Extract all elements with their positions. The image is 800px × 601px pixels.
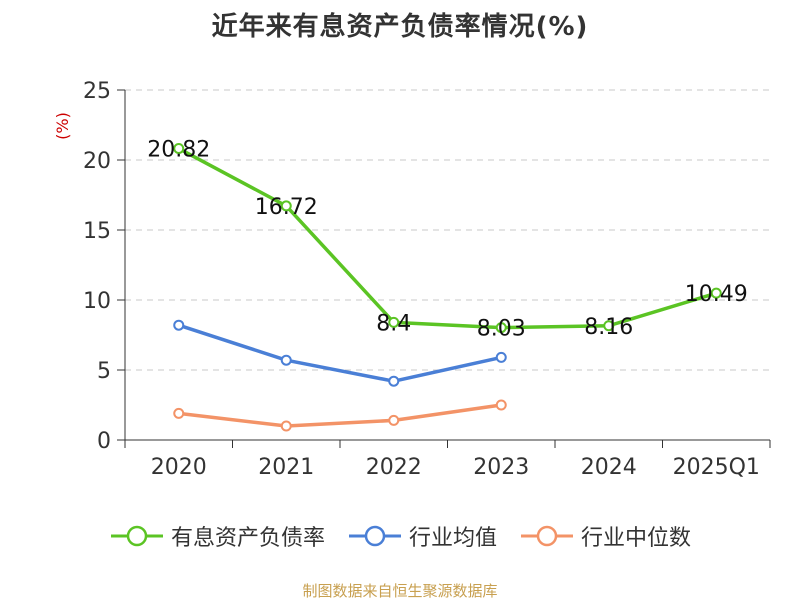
data-point bbox=[495, 399, 507, 411]
legend-item[interactable]: 有息资产负债率 bbox=[109, 520, 325, 552]
x-tick-label: 2025Q1 bbox=[673, 455, 760, 480]
legend-item[interactable]: 行业中位数 bbox=[519, 520, 691, 552]
data-point bbox=[388, 375, 400, 387]
chart-title: 近年来有息资产负债率情况(%) bbox=[211, 12, 589, 42]
y-tick-label: 5 bbox=[97, 359, 111, 384]
series-line bbox=[177, 146, 718, 330]
data-point bbox=[280, 200, 292, 212]
legend-label: 有息资产负债率 bbox=[170, 526, 325, 551]
x-tick-label: 2022 bbox=[366, 455, 422, 480]
grid-layer bbox=[125, 89, 770, 371]
data-label: 8.4 bbox=[376, 311, 411, 336]
x-tick-label: 2024 bbox=[581, 455, 637, 480]
data-point bbox=[388, 414, 400, 426]
series-line bbox=[177, 403, 503, 428]
series-layer bbox=[173, 143, 722, 432]
y-axis-label: (%) bbox=[53, 112, 72, 140]
legend-swatch bbox=[348, 525, 401, 547]
axis-layer: 0 5 10 15 20 25 2020 2021 2022 2023 2024 2025Q1 (%) bbox=[53, 79, 771, 480]
y-tick-label: 10 bbox=[83, 289, 111, 314]
data-label: 16.72 bbox=[255, 195, 318, 220]
data-point bbox=[603, 320, 615, 332]
data-label: 10.49 bbox=[685, 282, 748, 307]
x-tick-label: 2023 bbox=[473, 455, 529, 480]
legend-label: 行业均值 bbox=[408, 526, 497, 551]
y-tick-label: 15 bbox=[83, 219, 111, 244]
x-tick-label: 2020 bbox=[151, 455, 207, 480]
y-tick-label: 0 bbox=[97, 429, 111, 454]
data-point bbox=[173, 319, 185, 331]
data-point bbox=[173, 407, 185, 419]
data-point bbox=[495, 351, 507, 363]
y-tick-label: 20 bbox=[83, 149, 111, 174]
legend-item[interactable]: 行业均值 bbox=[347, 520, 497, 552]
data-label: 8.03 bbox=[477, 317, 526, 342]
series-line bbox=[177, 323, 503, 383]
legend-swatch bbox=[521, 525, 573, 547]
x-tick-label: 2021 bbox=[258, 455, 314, 480]
source-note: 制图数据来自恒生聚源数据库 bbox=[302, 582, 498, 600]
data-point bbox=[173, 143, 185, 155]
data-label: 8.16 bbox=[584, 315, 633, 340]
label-layer: 20.82 16.72 8.4 8.03 8.16 10.49 bbox=[147, 138, 747, 342]
data-point bbox=[495, 322, 507, 334]
data-point bbox=[280, 420, 292, 432]
y-tick-label: 25 bbox=[83, 79, 111, 104]
legend-swatch bbox=[110, 525, 163, 547]
legend-swatch-marker bbox=[536, 525, 558, 547]
legend: 有息资产负债率 行业均值 行业中位数 bbox=[0, 520, 800, 552]
legend-swatch-marker bbox=[126, 525, 148, 547]
data-point bbox=[710, 287, 722, 299]
data-point bbox=[280, 354, 292, 366]
legend-label: 行业中位数 bbox=[581, 526, 692, 551]
data-label: 20.82 bbox=[147, 138, 210, 163]
legend-swatch-marker bbox=[364, 525, 386, 547]
data-point bbox=[388, 316, 400, 328]
